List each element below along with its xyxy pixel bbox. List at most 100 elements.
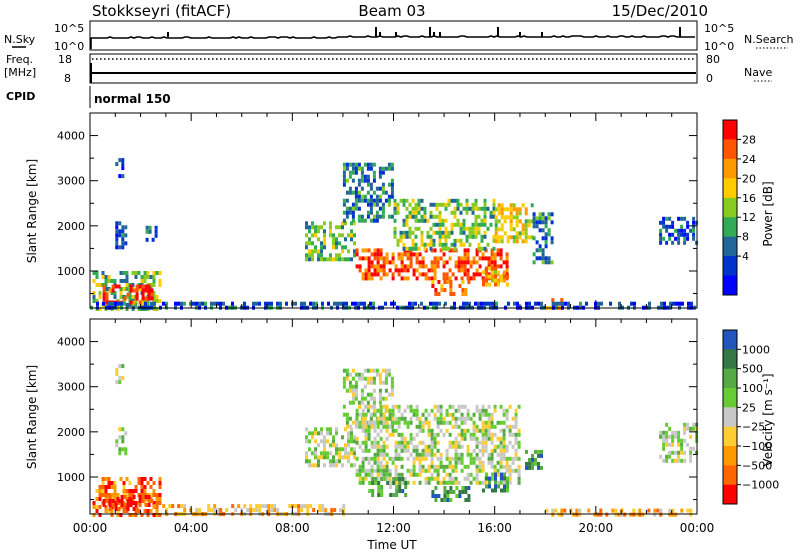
data-cell xyxy=(367,432,371,437)
data-cell xyxy=(377,485,381,489)
data-cell xyxy=(680,438,684,443)
data-cell xyxy=(532,236,536,241)
data-cell xyxy=(462,242,466,247)
data-cell xyxy=(401,489,405,493)
colorbar-segment xyxy=(723,178,737,199)
data-cell xyxy=(659,240,663,245)
data-cell xyxy=(354,202,358,207)
data-cell xyxy=(366,368,370,373)
data-cell xyxy=(300,504,304,509)
data-cell xyxy=(121,162,125,167)
data-cell xyxy=(305,221,308,226)
data-cell xyxy=(423,206,427,211)
data-cell xyxy=(481,432,485,437)
data-cell xyxy=(674,236,678,241)
data-cell xyxy=(311,451,314,456)
data-cell xyxy=(517,428,521,433)
data-cell xyxy=(210,508,214,513)
data-cell xyxy=(496,480,500,485)
data-cell xyxy=(400,416,404,421)
data-cell xyxy=(475,424,479,429)
data-cell xyxy=(424,452,428,457)
data-cell xyxy=(119,287,123,291)
data-cell xyxy=(505,468,509,473)
data-cell xyxy=(572,512,576,517)
data-cell xyxy=(357,190,361,195)
data-cell xyxy=(512,215,516,220)
data-cell xyxy=(351,368,355,373)
data-cell xyxy=(390,424,394,429)
data-cell xyxy=(532,212,536,217)
data-cell xyxy=(390,384,394,389)
data-cell xyxy=(379,264,383,269)
data-cell xyxy=(391,412,395,417)
data-cell xyxy=(348,372,352,377)
data-cell xyxy=(350,229,353,234)
data-cell xyxy=(364,412,368,417)
data-cell xyxy=(433,476,437,481)
data-cell xyxy=(447,198,451,203)
data-cell xyxy=(363,301,366,306)
data-cell xyxy=(398,485,402,489)
data-cell xyxy=(671,430,675,435)
data-cell xyxy=(465,206,469,211)
data-cell xyxy=(373,264,377,269)
data-cell xyxy=(305,245,308,250)
data-cell xyxy=(373,428,377,433)
data-cell xyxy=(155,497,159,501)
data-cell xyxy=(110,509,114,513)
data-cell xyxy=(392,481,396,485)
data-cell xyxy=(372,202,376,207)
data-cell xyxy=(505,412,509,417)
data-cell xyxy=(129,300,133,305)
data-cell xyxy=(314,225,317,230)
data-cell xyxy=(389,485,393,489)
data-cell xyxy=(550,212,554,217)
data-cell xyxy=(332,463,335,468)
data-cell xyxy=(692,236,696,241)
data-cell xyxy=(421,440,425,445)
data-cell xyxy=(493,404,497,409)
data-cell xyxy=(393,206,397,211)
data-cell xyxy=(311,257,314,262)
colorbar-segment xyxy=(723,158,737,179)
data-cell xyxy=(599,512,603,517)
data-cell xyxy=(98,485,102,489)
data-cell xyxy=(511,468,515,473)
data-cell xyxy=(481,428,485,433)
data-cell xyxy=(348,416,352,421)
data-cell xyxy=(502,444,506,449)
data-cell xyxy=(255,504,259,509)
colorbar-segment xyxy=(723,407,737,428)
data-cell xyxy=(454,264,458,269)
data-cell xyxy=(320,249,323,254)
data-cell xyxy=(677,430,681,435)
data-cell xyxy=(323,257,326,262)
data-cell xyxy=(457,480,461,485)
data-cell xyxy=(534,461,537,466)
data-cell xyxy=(409,468,413,473)
data-cell xyxy=(537,461,540,466)
data-cell xyxy=(412,448,416,453)
data-cell xyxy=(351,190,355,195)
data-cell xyxy=(458,490,462,494)
x-tick-label: 04:00 xyxy=(174,521,209,535)
data-cell xyxy=(405,206,409,211)
data-cell xyxy=(411,206,415,211)
data-cell xyxy=(342,412,346,417)
data-cell xyxy=(439,480,443,485)
data-cell xyxy=(439,412,443,417)
data-cell xyxy=(104,489,108,493)
data-cell xyxy=(348,400,352,405)
data-cell xyxy=(108,499,112,503)
data-cell xyxy=(305,257,308,262)
data-cell xyxy=(367,268,371,273)
data-cell xyxy=(499,452,503,457)
data-cell xyxy=(204,301,207,306)
data-cell xyxy=(438,238,442,243)
colorbar-segment xyxy=(723,236,737,257)
data-cell xyxy=(511,460,515,465)
data-cell xyxy=(355,420,359,425)
data-cell xyxy=(418,452,422,457)
data-cell xyxy=(398,481,402,485)
